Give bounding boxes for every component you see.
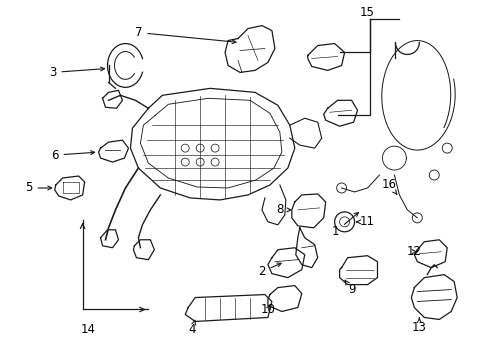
Text: 6: 6: [51, 149, 94, 162]
Text: 15: 15: [359, 6, 374, 19]
Text: 7: 7: [134, 26, 236, 44]
Text: 12: 12: [406, 245, 421, 258]
Text: 2: 2: [258, 263, 281, 278]
Text: 9: 9: [345, 280, 355, 296]
Text: 8: 8: [276, 203, 290, 216]
Text: 11: 11: [356, 215, 374, 228]
Text: 5: 5: [25, 181, 52, 194]
Text: 16: 16: [381, 179, 396, 194]
Text: 14: 14: [81, 323, 96, 336]
Text: 3: 3: [49, 66, 104, 79]
Text: 10: 10: [260, 303, 275, 316]
Text: 4: 4: [188, 320, 196, 336]
Text: 13: 13: [411, 318, 426, 334]
Text: 1: 1: [331, 212, 358, 238]
